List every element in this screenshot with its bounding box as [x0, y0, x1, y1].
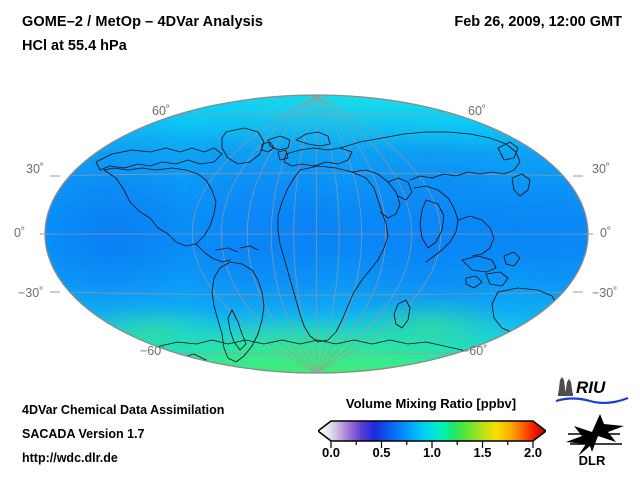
dlr-logo: DLR [562, 412, 628, 468]
riu-wave [555, 396, 629, 405]
colorbar-tick-labels: 0.0 0.5 1.0 1.5 2.0 [312, 445, 550, 465]
footer-method-label: 4DVar Chemical Data Assimilation [22, 403, 225, 417]
lat-label-right-0: 0˚ [600, 226, 612, 240]
lat-label-right-60: 60˚ [468, 104, 487, 118]
colorbar-tick-0-0: 0.0 [321, 445, 341, 460]
lat-label-left-30: 30˚ [26, 162, 45, 176]
timestamp-label: Feb 26, 2009, 12:00 GMT [454, 14, 622, 30]
mollweide-map [40, 94, 593, 374]
lat-label-left-m60: −60˚ [140, 344, 166, 358]
lat-label-left-60: 60˚ [152, 104, 171, 118]
dlr-pinwheel-icon [566, 414, 624, 456]
dlr-bars [568, 433, 622, 445]
footer-url-link[interactable]: http://wdc.dlr.de [22, 451, 118, 465]
colorbar-tick-2-0: 2.0 [523, 445, 543, 460]
riu-logo: RIU [552, 374, 632, 406]
colorbar-strip [316, 420, 548, 448]
lat-label-right-m30: −30˚ [592, 286, 618, 300]
footer-version-label: SACADA Version 1.7 [22, 427, 145, 441]
dlr-wordmark: DLR [579, 453, 606, 468]
colorbar-title: Volume Mixing Ratio [ppbv] [345, 396, 517, 411]
lat-label-right-m60: −60˚ [462, 344, 488, 358]
colorbar: Volume Mixing Ratio [ppbv] 0.0 0.5 1.0 1.5 2… [312, 396, 552, 476]
riu-wordmark: RIU [576, 378, 606, 397]
lat-label-right-30: 30˚ [592, 162, 611, 176]
cathedral-icon [558, 377, 573, 396]
colorbar-tick-1-0: 1.0 [422, 445, 442, 460]
hcl-field [45, 95, 588, 373]
lat-label-left-m30: −30˚ [18, 286, 44, 300]
map-canvas: 60˚ 30˚ 0˚ −30˚ −60˚ 60˚ 30˚ 0˚ −30˚ −60… [0, 78, 640, 383]
page-subtitle: HCl at 55.4 hPa [22, 38, 127, 54]
lat-tick-marks [40, 175, 593, 293]
colorbar-ticks [330, 441, 534, 448]
colorbar-tick-0-5: 0.5 [372, 445, 391, 460]
lat-label-left-0: 0˚ [14, 226, 26, 240]
colorbar-tick-1-5: 1.5 [473, 445, 492, 460]
page-title: GOME–2 / MetOp – 4DVar Analysis [22, 14, 264, 30]
